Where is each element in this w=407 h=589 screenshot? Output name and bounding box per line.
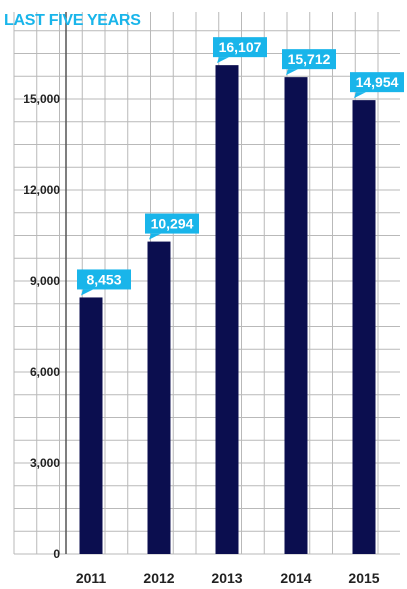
- x-tick-label: 2011: [76, 570, 107, 586]
- data-label-box: [213, 37, 267, 58]
- data-label-2012: 10,294: [145, 213, 199, 240]
- bar-2013: [215, 65, 239, 554]
- bar-2014: [284, 77, 308, 554]
- data-label-2014: 15,712: [282, 49, 336, 76]
- data-label-box: [282, 49, 336, 70]
- data-label-text: 10,294: [151, 216, 194, 232]
- data-label-box: [77, 269, 131, 290]
- y-axis-ticks: 0 3,000 6,000 9,000 12,000 15,000: [23, 92, 60, 561]
- x-tick-label: 2013: [211, 570, 242, 586]
- y-tick-label: 15,000: [23, 92, 60, 106]
- data-label-text: 16,107: [219, 39, 262, 55]
- y-tick-label: 0: [53, 547, 60, 561]
- y-tick-label: 6,000: [30, 365, 60, 379]
- data-label-text: 15,712: [288, 51, 331, 67]
- data-label-box: [145, 213, 199, 234]
- y-tick-label: 9,000: [30, 274, 60, 288]
- bar-2012: [147, 241, 171, 555]
- bar-2015: [352, 100, 376, 554]
- data-label-2013: 16,107: [213, 37, 267, 64]
- chart-grid: [13, 12, 400, 555]
- data-label-2015: 14,954: [350, 72, 404, 99]
- data-label-text: 14,954: [356, 74, 399, 90]
- data-label-box: [350, 72, 404, 93]
- data-label-pointer: [286, 69, 298, 76]
- data-label-pointer: [217, 57, 229, 64]
- x-tick-label: 2015: [348, 570, 379, 586]
- x-tick-label: 2014: [280, 570, 311, 586]
- chart-title: LAST FIVE YEARS: [4, 12, 141, 29]
- y-tick-label: 12,000: [23, 183, 60, 197]
- y-tick-label: 3,000: [30, 456, 60, 470]
- x-axis-ticks: 2011 2012 2013 2014 2015: [76, 570, 380, 586]
- x-tick-label: 2012: [143, 570, 174, 586]
- data-label-2011: 8,453: [77, 269, 131, 296]
- data-label-pointer: [149, 233, 161, 240]
- bars: [79, 65, 376, 555]
- data-label-pointer: [354, 92, 366, 99]
- data-label-text: 8,453: [86, 271, 121, 287]
- bar-2011: [79, 297, 103, 554]
- data-label-pointer: [81, 289, 93, 296]
- data-labels: 8,453 10,294 16,107 15,712 14,954: [77, 37, 404, 296]
